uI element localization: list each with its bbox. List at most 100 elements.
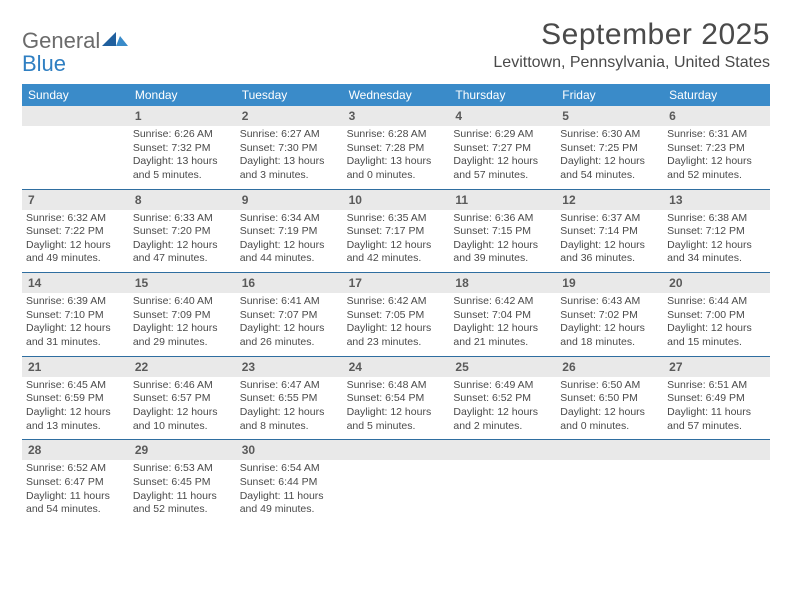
daynum-bar: 23: [236, 357, 343, 377]
sunrise-line: Sunrise: 6:47 AM: [240, 379, 339, 393]
sunrise-line: Sunrise: 6:38 AM: [667, 212, 766, 226]
daylight-line: Daylight: 12 hours and 57 minutes.: [453, 155, 552, 182]
day-cell: 4Sunrise: 6:29 AMSunset: 7:27 PMDaylight…: [449, 106, 556, 189]
sunrise-line: Sunrise: 6:33 AM: [133, 212, 232, 226]
week-row: 7Sunrise: 6:32 AMSunset: 7:22 PMDaylight…: [22, 190, 770, 274]
sunset-line: Sunset: 7:15 PM: [453, 225, 552, 239]
day-cell: 18Sunrise: 6:42 AMSunset: 7:04 PMDayligh…: [449, 273, 556, 356]
day-cell: 6 Sunrise: 6:31 AMSunset: 7:23 PMDaylight…: [663, 106, 770, 189]
daylight-line: Daylight: 12 hours and 21 minutes.: [453, 322, 552, 349]
sunrise-line: Sunrise: 6:30 AM: [560, 128, 659, 142]
daylight-line: Daylight: 12 hours and 26 minutes.: [240, 322, 339, 349]
day-cell: 13Sunrise: 6:38 AMSunset: 7:12 PMDayligh…: [663, 190, 770, 273]
daynum-bar: 25: [449, 357, 556, 377]
sunrise-line: Sunrise: 6:28 AM: [347, 128, 446, 142]
sunset-line: Sunset: 7:23 PM: [667, 142, 766, 156]
daynum-bar: 9: [236, 190, 343, 210]
sunrise-line: Sunrise: 6:48 AM: [347, 379, 446, 393]
daylight-line: Daylight: 12 hours and 52 minutes.: [667, 155, 766, 182]
daynum-bar: 12: [556, 190, 663, 210]
sunrise-line: Sunrise: 6:41 AM: [240, 295, 339, 309]
day-cell: 14Sunrise: 6:39 AMSunset: 7:10 PMDayligh…: [22, 273, 129, 356]
day-number: 6: [669, 109, 676, 123]
daylight-line: Daylight: 12 hours and 8 minutes.: [240, 406, 339, 433]
daynum-bar: 18: [449, 273, 556, 293]
day-number: 18: [455, 276, 468, 290]
location-text: Levittown, Pennsylvania, United States: [493, 54, 770, 72]
daynum-bar: 28: [22, 440, 129, 460]
sunrise-line: Sunrise: 6:26 AM: [133, 128, 232, 142]
day-number: 11: [455, 193, 468, 207]
sunrise-line: Sunrise: 6:31 AM: [667, 128, 766, 142]
sunrise-line: Sunrise: 6:32 AM: [26, 212, 125, 226]
daylight-line: Daylight: 12 hours and 42 minutes.: [347, 239, 446, 266]
daynum-bar: 11: [449, 190, 556, 210]
daylight-line: Daylight: 12 hours and 49 minutes.: [26, 239, 125, 266]
sunset-line: Sunset: 6:47 PM: [26, 476, 125, 490]
daynum-bar: 29: [129, 440, 236, 460]
daylight-line: Daylight: 12 hours and 39 minutes.: [453, 239, 552, 266]
week-row: 28Sunrise: 6:52 AMSunset: 6:47 PMDayligh…: [22, 440, 770, 523]
day-number: 5: [562, 109, 569, 123]
day-number: 24: [349, 360, 362, 374]
sunrise-line: Sunrise: 6:49 AM: [453, 379, 552, 393]
day-number: 27: [669, 360, 682, 374]
daynum-bar: 6: [663, 106, 770, 126]
empty-cell: [22, 106, 129, 189]
day-cell: 16Sunrise: 6:41 AMSunset: 7:07 PMDayligh…: [236, 273, 343, 356]
month-title: September 2025: [493, 18, 770, 52]
sunset-line: Sunset: 7:10 PM: [26, 309, 125, 323]
day-number: 2: [242, 109, 249, 123]
daynum-bar: 19: [556, 273, 663, 293]
day-number: 21: [28, 360, 41, 374]
daynum-bar: 16: [236, 273, 343, 293]
day-number: 29: [135, 443, 148, 457]
sunset-line: Sunset: 6:54 PM: [347, 392, 446, 406]
sunset-line: Sunset: 7:19 PM: [240, 225, 339, 239]
dow-wednesday: Wednesday: [343, 84, 450, 106]
sunset-line: Sunset: 7:17 PM: [347, 225, 446, 239]
sunset-line: Sunset: 7:25 PM: [560, 142, 659, 156]
week-row: 21Sunrise: 6:45 AMSunset: 6:59 PMDayligh…: [22, 357, 770, 441]
day-number: 8: [135, 193, 142, 207]
day-cell: 25Sunrise: 6:49 AMSunset: 6:52 PMDayligh…: [449, 357, 556, 440]
daylight-line: Daylight: 12 hours and 15 minutes.: [667, 322, 766, 349]
day-cell: 22Sunrise: 6:46 AMSunset: 6:57 PMDayligh…: [129, 357, 236, 440]
sunset-line: Sunset: 7:04 PM: [453, 309, 552, 323]
brand-blue: Blue: [22, 51, 66, 76]
sunset-line: Sunset: 7:20 PM: [133, 225, 232, 239]
sunset-line: Sunset: 7:28 PM: [347, 142, 446, 156]
daylight-line: Daylight: 12 hours and 2 minutes.: [453, 406, 552, 433]
sunset-line: Sunset: 6:57 PM: [133, 392, 232, 406]
day-number: 15: [135, 276, 148, 290]
sunset-line: Sunset: 6:59 PM: [26, 392, 125, 406]
daynum-bar-empty: [343, 440, 450, 460]
daylight-line: Daylight: 12 hours and 47 minutes.: [133, 239, 232, 266]
sunset-line: Sunset: 6:44 PM: [240, 476, 339, 490]
brand-general: General: [22, 28, 100, 53]
daylight-line: Daylight: 12 hours and 44 minutes.: [240, 239, 339, 266]
sunrise-line: Sunrise: 6:43 AM: [560, 295, 659, 309]
day-cell: 15Sunrise: 6:40 AMSunset: 7:09 PMDayligh…: [129, 273, 236, 356]
sunset-line: Sunset: 6:45 PM: [133, 476, 232, 490]
day-cell: 30Sunrise: 6:54 AMSunset: 6:44 PMDayligh…: [236, 440, 343, 523]
empty-cell: [663, 440, 770, 523]
day-number: 22: [135, 360, 148, 374]
day-number: 12: [562, 193, 575, 207]
sunset-line: Sunset: 6:50 PM: [560, 392, 659, 406]
dow-thursday: Thursday: [449, 84, 556, 106]
sunrise-line: Sunrise: 6:50 AM: [560, 379, 659, 393]
day-number: 25: [455, 360, 468, 374]
daylight-line: Daylight: 12 hours and 13 minutes.: [26, 406, 125, 433]
day-cell: 27Sunrise: 6:51 AMSunset: 6:49 PMDayligh…: [663, 357, 770, 440]
dow-saturday: Saturday: [663, 84, 770, 106]
empty-cell: [343, 440, 450, 523]
day-cell: 28Sunrise: 6:52 AMSunset: 6:47 PMDayligh…: [22, 440, 129, 523]
day-number: 23: [242, 360, 255, 374]
daylight-line: Daylight: 12 hours and 54 minutes.: [560, 155, 659, 182]
day-cell: 12Sunrise: 6:37 AMSunset: 7:14 PMDayligh…: [556, 190, 663, 273]
daynum-bar: 14: [22, 273, 129, 293]
week-row: 1Sunrise: 6:26 AMSunset: 7:32 PMDaylight…: [22, 106, 770, 190]
daylight-line: Daylight: 12 hours and 31 minutes.: [26, 322, 125, 349]
dow-header-row: SundayMondayTuesdayWednesdayThursdayFrid…: [22, 84, 770, 106]
